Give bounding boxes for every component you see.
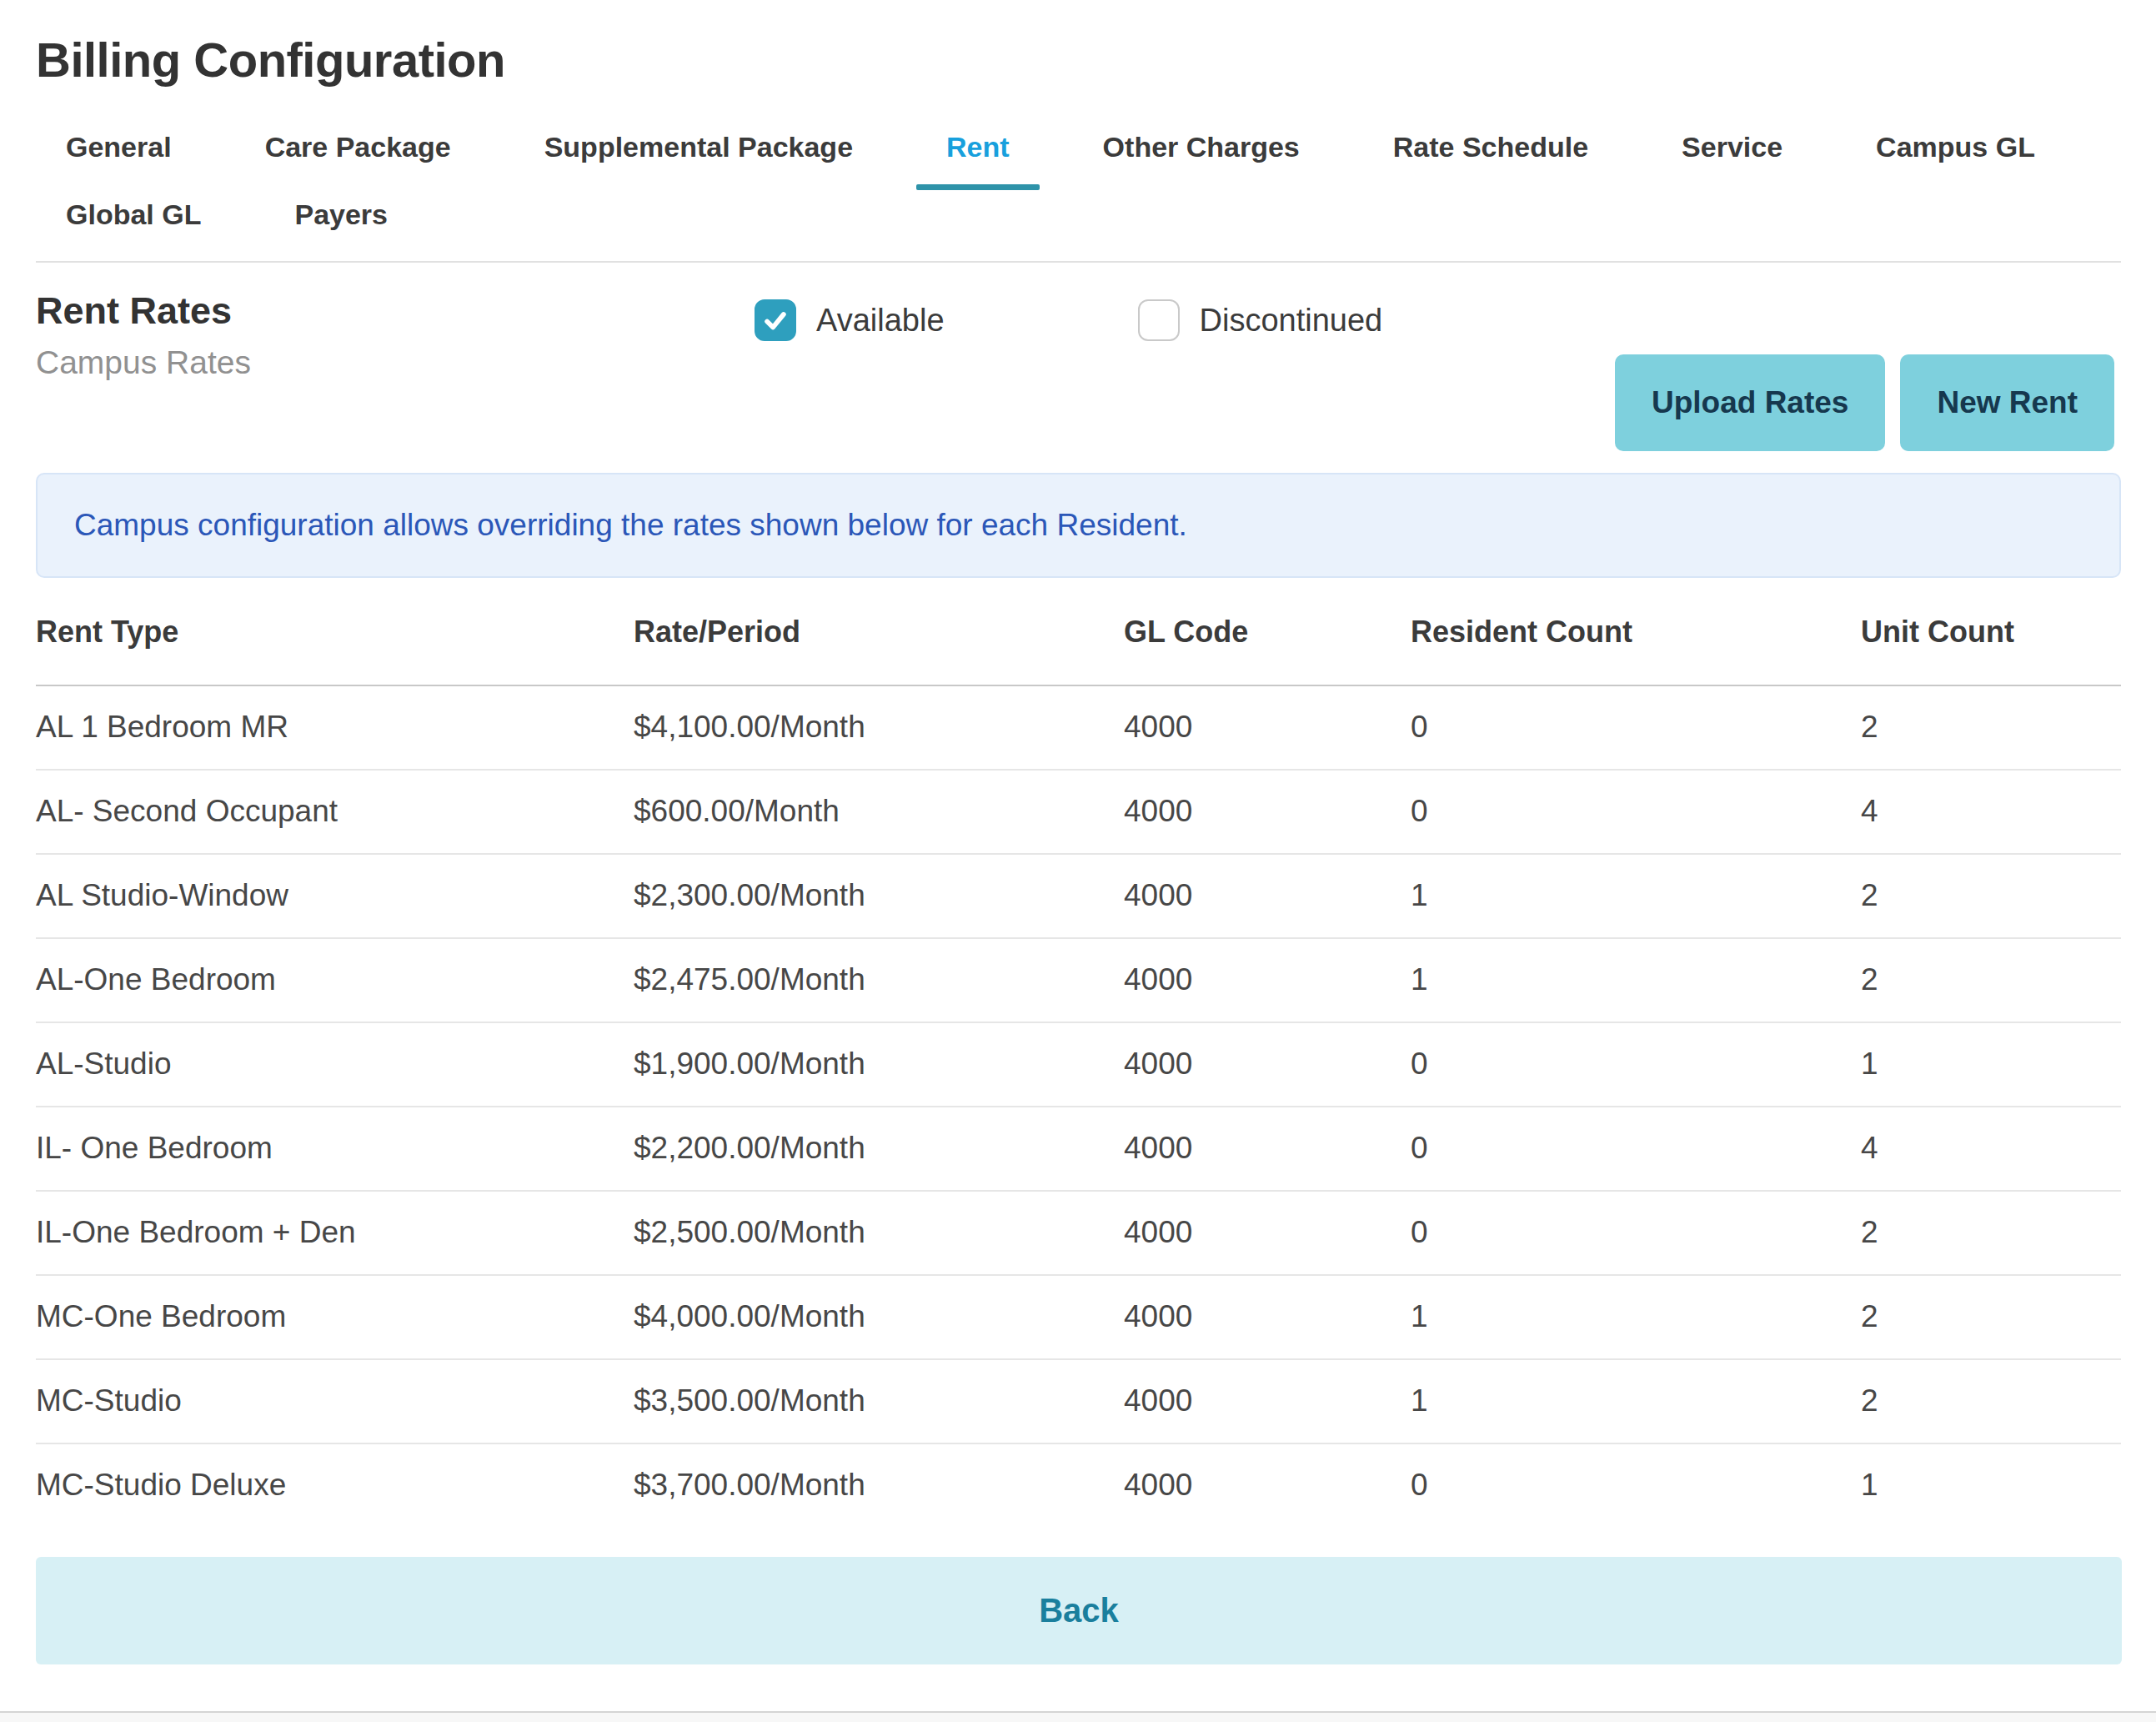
table-row[interactable]: MC-One Bedroom$4,000.00/Month400012 bbox=[36, 1275, 2121, 1359]
tab-general[interactable]: General bbox=[66, 131, 172, 190]
table-cell: $2,300.00/Month bbox=[634, 854, 1124, 938]
back-button[interactable]: Back bbox=[36, 1557, 2122, 1664]
rates-table-body: AL 1 Bedroom MR$4,100.00/Month400002AL- … bbox=[36, 685, 2121, 1527]
table-row[interactable]: AL-Studio$1,900.00/Month400001 bbox=[36, 1022, 2121, 1107]
table-cell: $3,500.00/Month bbox=[634, 1359, 1124, 1443]
tab-rent[interactable]: Rent bbox=[946, 131, 1010, 190]
table-cell: AL-One Bedroom bbox=[36, 938, 634, 1022]
available-checkbox-label: Available bbox=[816, 303, 945, 339]
discontinued-checkbox[interactable] bbox=[1138, 299, 1180, 341]
table-cell: MC-Studio Deluxe bbox=[36, 1443, 634, 1527]
check-icon bbox=[761, 306, 790, 334]
table-row[interactable]: AL 1 Bedroom MR$4,100.00/Month400002 bbox=[36, 685, 2121, 770]
bottom-edge-divider bbox=[0, 1711, 2156, 1722]
table-cell: MC-Studio bbox=[36, 1359, 634, 1443]
upload-rates-button[interactable]: Upload Rates bbox=[1615, 354, 1885, 451]
table-cell: 4000 bbox=[1124, 1443, 1411, 1527]
banner-text: Campus configuration allows overriding t… bbox=[74, 508, 1187, 542]
table-cell: 1 bbox=[1411, 1275, 1861, 1359]
tab-payers[interactable]: Payers bbox=[294, 198, 388, 258]
table-cell: MC-One Bedroom bbox=[36, 1275, 634, 1359]
rates-header-row: Rent Type Rate/Period GL Code Resident C… bbox=[36, 585, 2121, 685]
discontinued-checkbox-label: Discontinued bbox=[1200, 303, 1383, 339]
table-cell: 0 bbox=[1411, 685, 1861, 770]
table-cell: IL-One Bedroom + Den bbox=[36, 1191, 634, 1275]
table-cell: $2,200.00/Month bbox=[634, 1107, 1124, 1191]
billing-configuration-page: Billing Configuration General Care Packag… bbox=[0, 0, 2156, 1722]
available-checkbox[interactable] bbox=[755, 299, 796, 341]
col-header-rate-period: Rate/Period bbox=[634, 585, 1124, 685]
table-cell: 0 bbox=[1411, 1107, 1861, 1191]
available-filter[interactable]: Available bbox=[755, 299, 945, 341]
table-cell: 4000 bbox=[1124, 938, 1411, 1022]
tab-campus-gl[interactable]: Campus GL bbox=[1876, 131, 2035, 190]
rent-rates-header: Rent Rates Campus Rates AvailableDiscont… bbox=[36, 289, 2121, 471]
table-cell: 4000 bbox=[1124, 1191, 1411, 1275]
table-cell: 1 bbox=[1861, 1443, 2121, 1527]
rate-actions: Upload Rates New Rent bbox=[1615, 354, 2114, 451]
table-row[interactable]: IL- One Bedroom$2,200.00/Month400004 bbox=[36, 1107, 2121, 1191]
billing-tab-bar: General Care Package Supplemental Package R… bbox=[36, 131, 2121, 263]
table-cell: 4000 bbox=[1124, 854, 1411, 938]
table-row[interactable]: AL-One Bedroom$2,475.00/Month400012 bbox=[36, 938, 2121, 1022]
table-cell: 2 bbox=[1861, 1275, 2121, 1359]
table-cell: AL 1 Bedroom MR bbox=[36, 685, 634, 770]
tab-other-charges[interactable]: Other Charges bbox=[1103, 131, 1300, 190]
table-row[interactable]: MC-Studio$3,500.00/Month400012 bbox=[36, 1359, 2121, 1443]
table-cell: 2 bbox=[1861, 1359, 2121, 1443]
table-cell: 1 bbox=[1861, 1022, 2121, 1107]
table-cell: 4000 bbox=[1124, 1275, 1411, 1359]
page-title: Billing Configuration bbox=[36, 32, 2121, 88]
table-cell: 4000 bbox=[1124, 1022, 1411, 1107]
table-cell: AL-Studio bbox=[36, 1022, 634, 1107]
table-cell: $3,700.00/Month bbox=[634, 1443, 1124, 1527]
table-cell: 2 bbox=[1861, 1191, 2121, 1275]
table-cell: IL- One Bedroom bbox=[36, 1107, 634, 1191]
table-cell: 1 bbox=[1411, 1359, 1861, 1443]
table-cell: $4,100.00/Month bbox=[634, 685, 1124, 770]
table-cell: 4000 bbox=[1124, 1359, 1411, 1443]
discontinued-filter[interactable]: Discontinued bbox=[1138, 299, 1383, 341]
table-row[interactable]: AL- Second Occupant$600.00/Month400004 bbox=[36, 770, 2121, 854]
table-cell: 2 bbox=[1861, 938, 2121, 1022]
table-cell: 2 bbox=[1861, 854, 2121, 938]
table-cell: 0 bbox=[1411, 1191, 1861, 1275]
tab-supplemental-package[interactable]: Supplemental Package bbox=[544, 131, 853, 190]
table-cell: 2 bbox=[1861, 685, 2121, 770]
table-cell: $2,500.00/Month bbox=[634, 1191, 1124, 1275]
table-cell: 0 bbox=[1411, 1443, 1861, 1527]
rates-table-head: Rent Type Rate/Period GL Code Resident C… bbox=[36, 585, 2121, 685]
tab-care-package[interactable]: Care Package bbox=[265, 131, 451, 190]
col-header-resident-count: Resident Count bbox=[1411, 585, 1861, 685]
campus-config-banner: Campus configuration allows overriding t… bbox=[36, 473, 2121, 578]
tab-rate-schedule[interactable]: Rate Schedule bbox=[1393, 131, 1588, 190]
tab-service[interactable]: Service bbox=[1682, 131, 1782, 190]
table-cell: 1 bbox=[1411, 854, 1861, 938]
table-cell: 0 bbox=[1411, 1022, 1861, 1107]
table-cell: 4000 bbox=[1124, 685, 1411, 770]
col-header-gl-code: GL Code bbox=[1124, 585, 1411, 685]
table-cell: 4000 bbox=[1124, 1107, 1411, 1191]
col-header-unit-count: Unit Count bbox=[1861, 585, 2121, 685]
table-row[interactable]: MC-Studio Deluxe$3,700.00/Month400001 bbox=[36, 1443, 2121, 1527]
tab-global-gl[interactable]: Global GL bbox=[66, 198, 201, 258]
table-cell: 4 bbox=[1861, 770, 2121, 854]
table-cell: $4,000.00/Month bbox=[634, 1275, 1124, 1359]
table-cell: $1,900.00/Month bbox=[634, 1022, 1124, 1107]
table-cell: AL- Second Occupant bbox=[36, 770, 634, 854]
table-row[interactable]: AL Studio-Window$2,300.00/Month400012 bbox=[36, 854, 2121, 938]
table-row[interactable]: IL-One Bedroom + Den$2,500.00/Month40000… bbox=[36, 1191, 2121, 1275]
table-cell: 0 bbox=[1411, 770, 1861, 854]
availability-filters: Available Discontinued bbox=[755, 299, 1382, 341]
table-cell: $600.00/Month bbox=[634, 770, 1124, 854]
table-cell: 4000 bbox=[1124, 770, 1411, 854]
col-header-rent-type: Rent Type bbox=[36, 585, 634, 685]
table-cell: $2,475.00/Month bbox=[634, 938, 1124, 1022]
table-cell: 1 bbox=[1411, 938, 1861, 1022]
rent-rates-table: Rent Type Rate/Period GL Code Resident C… bbox=[36, 585, 2121, 1527]
table-cell: AL Studio-Window bbox=[36, 854, 634, 938]
new-rent-button[interactable]: New Rent bbox=[1900, 354, 2114, 451]
table-cell: 4 bbox=[1861, 1107, 2121, 1191]
